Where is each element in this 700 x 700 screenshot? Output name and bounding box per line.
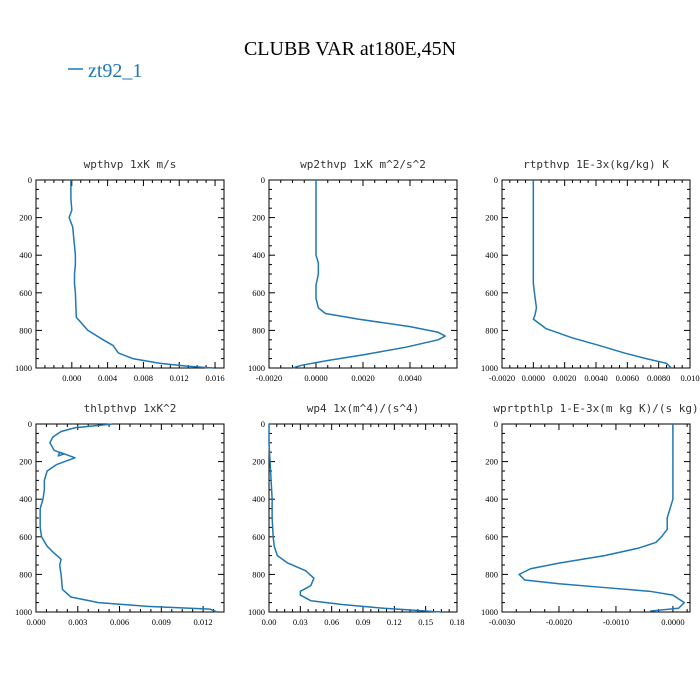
y-tick-label: 400: [252, 494, 265, 504]
x-tick-label: 0.010: [680, 373, 699, 383]
y-tick-label: 400: [19, 494, 32, 504]
x-tick-label: 0.15: [418, 617, 433, 627]
x-tick-label: 0.12: [387, 617, 402, 627]
series-line: [532, 180, 672, 369]
series-line: [68, 180, 214, 369]
series-line: [518, 424, 686, 612]
y-tick-label: 800: [485, 325, 498, 335]
y-tick-label: 1000: [248, 607, 265, 617]
figure-title: CLUBB VAR at180E,45N: [244, 38, 456, 60]
series-line: [39, 423, 218, 613]
x-tick-label: 0.00: [262, 617, 277, 627]
y-tick-label: 200: [19, 457, 32, 467]
x-tick-label: 0.016: [205, 373, 224, 383]
x-tick-label: 0.0040: [398, 373, 421, 383]
panel-frame: [35, 423, 225, 613]
panel-3: rtpthvp 1E-3x(kg/kg) K -0.0020 0.0000 0.002…: [481, 158, 700, 383]
y-tick-label: 600: [252, 532, 265, 542]
x-tick-label: 0.003: [68, 617, 87, 627]
y-tick-label: 0: [494, 175, 498, 185]
x-tick-label: 0.000: [26, 617, 45, 627]
y-tick-label: 1000: [15, 607, 32, 617]
y-tick-label: 400: [485, 494, 498, 504]
y-tick-label: 800: [485, 569, 498, 579]
panel-frame: [268, 423, 458, 613]
panel-5: wp4 1x(m^4)/(s^4) 0.00 0.03 0.06 0.09 0.12 0.1…: [248, 402, 464, 627]
x-tick-label: -0.0020: [546, 617, 572, 627]
y-tick-label: 1000: [481, 363, 498, 373]
x-tick-label: 0.004: [98, 373, 118, 383]
panel-title: wp4 1x(m^4)/(s^4): [307, 402, 420, 415]
x-tick-label: -0.0020: [256, 373, 282, 383]
panel-grid: wpthvp 1xK m/s0.000 0.004 0.008 0.012 0.0160…: [15, 158, 700, 627]
x-tick-label: 0.0020: [553, 373, 576, 383]
x-tick-label: 0.009: [152, 617, 171, 627]
series-line: [268, 424, 442, 613]
y-tick-label: 0: [28, 419, 32, 429]
panel-title: wprtpthlp 1-E-3x(m kg K)/(s kg): [493, 402, 698, 415]
y-tick-label: 200: [252, 213, 265, 223]
y-tick-label: 400: [485, 250, 498, 260]
y-tick-label: 1000: [15, 363, 32, 373]
legend-label: zt92_1: [88, 60, 142, 82]
y-tick-label: 600: [252, 288, 265, 298]
panel-frame: [501, 179, 691, 369]
panel-title: thlpthvp 1xK^2: [84, 402, 177, 415]
x-tick-label: -0.0020: [489, 373, 515, 383]
panel-4: thlpthvp 1xK^2 0.000 0.003 0.006 0.009 0.012 0…: [15, 402, 225, 627]
y-tick-label: 0: [494, 419, 498, 429]
y-tick-label: 600: [19, 288, 32, 298]
y-tick-label: 1000: [248, 363, 265, 373]
y-tick-label: 0: [261, 175, 265, 185]
x-tick-label: 0.0080: [647, 373, 670, 383]
panel-title: wpthvp 1xK m/s: [84, 158, 177, 171]
y-tick-label: 600: [485, 532, 498, 542]
y-tick-label: 1000: [481, 607, 498, 617]
y-tick-label: 200: [19, 213, 32, 223]
x-tick-label: 0.000: [62, 373, 81, 383]
x-tick-label: 0.008: [134, 373, 153, 383]
panel-6: wprtpthlp 1-E-3x(m kg K)/(s kg) -0.0030 -0…: [481, 402, 699, 627]
y-tick-label: 400: [19, 250, 32, 260]
x-tick-label: 0.06: [324, 617, 339, 627]
x-tick-label: 0.0020: [351, 373, 374, 383]
panel-frame: [268, 179, 458, 369]
x-tick-label: -0.0030: [489, 617, 515, 627]
y-tick-label: 0: [261, 419, 265, 429]
panel-1: wpthvp 1xK m/s 0.000 0.004 0.008 0.012 0.016 0…: [15, 158, 225, 383]
x-tick-label: 0.0000: [304, 373, 327, 383]
y-tick-label: 200: [485, 457, 498, 467]
panel-2: wp2thvp 1xK m^2/s^2 -0.0020 0.0000 0.0020 0.…: [248, 158, 458, 383]
x-tick-label: 0.012: [194, 617, 213, 627]
x-tick-label: 0.0000: [522, 373, 545, 383]
y-tick-label: 800: [19, 569, 32, 579]
y-tick-label: 600: [19, 532, 32, 542]
x-tick-label: 0.18: [450, 617, 465, 627]
y-tick-label: 800: [252, 569, 265, 579]
y-tick-label: 600: [485, 288, 498, 298]
y-tick-label: 800: [19, 325, 32, 335]
panel-title: wp2thvp 1xK m^2/s^2: [300, 158, 426, 171]
panel-title: rtpthvp 1E-3x(kg/kg) K: [523, 158, 669, 171]
x-tick-label: 0.006: [110, 617, 129, 627]
y-tick-label: 800: [252, 325, 265, 335]
x-tick-label: 0.0040: [584, 373, 607, 383]
x-tick-label: 0.09: [356, 617, 371, 627]
y-tick-label: 200: [252, 457, 265, 467]
panel-frame: [35, 179, 225, 369]
y-tick-label: 400: [252, 250, 265, 260]
x-tick-label: 0.012: [170, 373, 189, 383]
series-line: [292, 180, 446, 369]
panel-frame: [501, 423, 691, 613]
x-tick-label: 0.0000: [661, 617, 684, 627]
y-tick-label: 0: [28, 175, 32, 185]
x-tick-label: 0.03: [293, 617, 308, 627]
x-tick-label: 0.0060: [616, 373, 639, 383]
y-tick-label: 200: [485, 213, 498, 223]
legend: zt92_1: [68, 60, 142, 82]
x-tick-label: -0.0010: [603, 617, 629, 627]
